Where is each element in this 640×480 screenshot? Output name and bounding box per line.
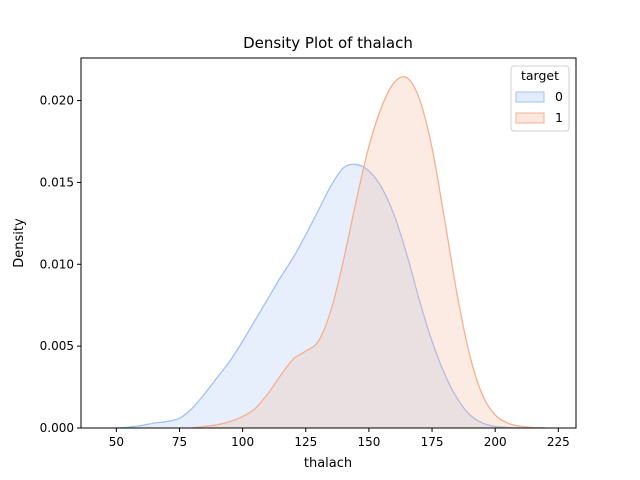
x-tick-label: 75 [172, 435, 187, 449]
y-axis-label: Density [12, 218, 27, 268]
legend-swatch-0 [515, 91, 545, 103]
density-area-1 [192, 76, 546, 428]
x-tick-label: 50 [109, 435, 124, 449]
plot-frame [80, 57, 577, 429]
legend-label-0: 0 [555, 89, 563, 104]
legend-box [510, 65, 570, 132]
y-tick-label: 0.015 [40, 175, 74, 189]
legend-swatch-1 [515, 112, 545, 124]
x-tick-label: 175 [421, 435, 444, 449]
plot-area [116, 75, 546, 429]
density-line-0 [116, 163, 521, 429]
chart-title: Density Plot of thalach [243, 34, 413, 52]
y-tick-label: 0.020 [40, 94, 74, 108]
y-tick-label: 0.005 [40, 339, 74, 353]
x-axis-label: thalach [304, 456, 352, 471]
y-tick-label: 0.010 [40, 257, 74, 271]
x-tick-label: 150 [357, 435, 380, 449]
x-tick-label: 225 [547, 435, 570, 449]
x-tick-label: 200 [484, 435, 507, 449]
axes: 50 75 100 125 150 175 200 225 0.000 0.005 0.010 0.0… [40, 94, 570, 449]
x-tick-label: 125 [294, 435, 317, 449]
density-line-1 [192, 75, 546, 429]
legend: target 0 1 [510, 65, 570, 132]
legend-title: target [521, 68, 559, 83]
legend-label-1: 1 [555, 110, 563, 125]
x-tick-label: 100 [231, 435, 254, 449]
density-area-0 [116, 164, 521, 428]
y-tick-label: 0.000 [40, 421, 74, 435]
